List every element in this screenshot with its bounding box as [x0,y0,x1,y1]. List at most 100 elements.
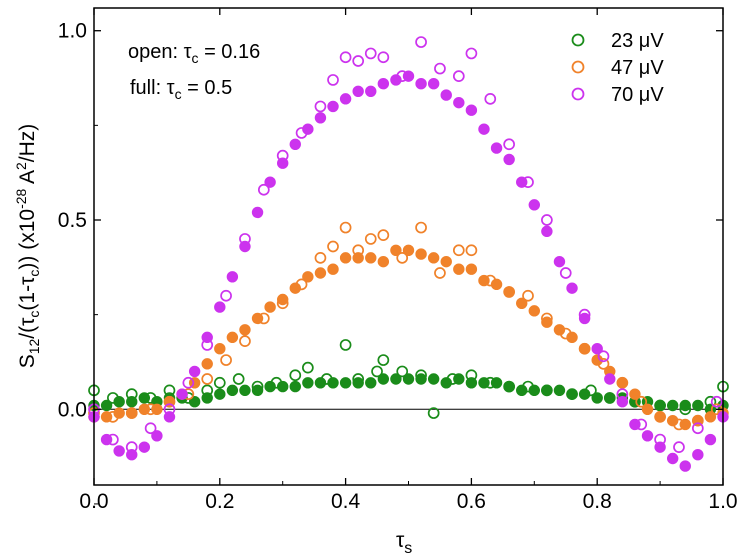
point-filled-47v-2 [113,407,125,419]
point-filled-47v-44 [641,403,654,415]
point-open-47v-7 [220,354,232,366]
x-tick-label-3: 0.6 [457,490,486,513]
point-open-70v-10 [276,149,289,162]
point-open-23v-9 [251,380,264,393]
point-filled-70v-5 [151,430,163,442]
point-filled-23v-15 [277,380,289,393]
point-filled-70v-40 [591,343,603,355]
point-open-47v-12 [314,252,327,264]
point-filled-47v-9 [201,358,213,370]
point-filled-47v-11 [226,331,239,344]
point-filled-23v-17 [302,377,314,389]
x-tick-label-4: 0.8 [583,490,612,513]
point-filled-23v-25 [402,373,415,385]
point-filled-47v-35 [528,305,540,317]
point-open-47v-31 [635,395,648,408]
point-filled-70v-33 [503,153,515,166]
point-filled-47v-34 [516,297,528,309]
point-open-23v-27 [566,388,578,400]
point-open-70v-6 [201,339,214,351]
point-open-70v-25 [522,176,534,188]
point-open-70v-3 [144,422,157,435]
point-open-70v-22 [465,47,478,60]
point-filled-23v-46 [666,399,679,412]
point-open-70v-20 [434,62,446,75]
point-filled-23v-22 [365,377,377,389]
point-filled-70v-19 [327,100,339,113]
point-open-47v-4 [163,395,176,408]
point-open-23v-20 [427,407,440,419]
point-open-70v-13 [327,74,339,86]
point-open-70v-16 [364,47,377,60]
point-open-47v-13 [327,240,339,253]
point-open-47v-27 [559,327,572,340]
point-filled-70v-16 [289,138,301,150]
point-open-23v-23 [484,376,497,389]
point-open-47v-32 [654,411,666,423]
point-filled-23v-48 [692,399,704,412]
point-filled-23v-28 [440,377,452,389]
point-open-47v-15 [352,244,365,257]
point-open-23v-31 [654,399,666,412]
point-open-47v-18 [396,252,409,264]
point-filled-23v-16 [289,380,301,393]
point-open-70v-32 [654,433,666,446]
point-open-47v-20 [434,267,446,279]
point-open-23v-11 [289,369,302,382]
point-filled-70v-36 [541,225,553,238]
point-open-70v-34 [691,422,704,435]
point-open-23v-21 [446,373,459,385]
point-open-23v-1 [107,392,119,404]
point-open-47v-16 [364,233,377,245]
point-open-47v-2 [125,407,138,419]
point-filled-70v-20 [339,93,352,105]
point-open-23v-33 [704,395,717,408]
point-open-23v-12 [302,361,314,374]
point-filled-70v-8 [188,365,201,378]
point-filled-47v-24 [390,244,402,256]
point-open-70v-14 [339,51,352,64]
point-open-23v-8 [232,373,245,385]
point-filled-47v-43 [629,388,641,400]
point-filled-47v-22 [365,252,377,264]
point-open-70v-21 [452,70,465,82]
point-filled-47v-46 [666,414,679,427]
point-open-47v-23 [484,274,497,287]
point-open-70v-26 [541,214,553,226]
point-filled-47v-38 [566,331,578,344]
legend-marker-47uv [571,60,585,74]
point-filled-47v-30 [465,263,478,275]
point-filled-47v-25 [402,244,415,256]
point-filled-70v-28 [440,89,452,101]
point-filled-23v-13 [251,384,264,397]
point-filled-70v-27 [427,78,440,90]
point-filled-47v-40 [591,354,603,366]
point-open-23v-24 [503,380,515,393]
point-filled-47v-27 [427,252,440,264]
point-filled-70v-26 [415,78,427,90]
legend: 23 μV 47 μV 70 μV [571,30,664,106]
y-tick-label-0: 0.0 [58,398,87,421]
point-filled-47v-20 [339,252,352,264]
legend-marker-70uv [571,87,585,101]
point-open-70v-23 [484,93,497,105]
point-filled-23v-35 [528,384,540,397]
point-filled-47v-29 [453,263,465,275]
point-open-70v-30 [616,388,629,400]
point-open-70v-35 [710,395,723,408]
point-filled-70v-48 [692,449,704,461]
point-filled-23v-10 [214,388,226,400]
point-filled-70v-30 [465,104,478,116]
point-open-70v-33 [673,441,685,453]
axis-ticks: 0.0 0.2 0.4 0.6 0.8 1.0 0.0 0.5 1.0 [58,8,738,513]
point-filled-23v-39 [578,388,591,400]
point-filled-47v-26 [415,248,427,260]
annotation-open: open: τc = 0.16 [128,41,260,66]
point-filled-23v-8 [188,396,201,408]
point-filled-47v-36 [541,316,553,328]
point-filled-47v-37 [553,324,566,336]
point-open-23v-19 [415,369,427,382]
point-filled-70v-29 [453,96,465,109]
point-open-23v-26 [541,384,553,397]
